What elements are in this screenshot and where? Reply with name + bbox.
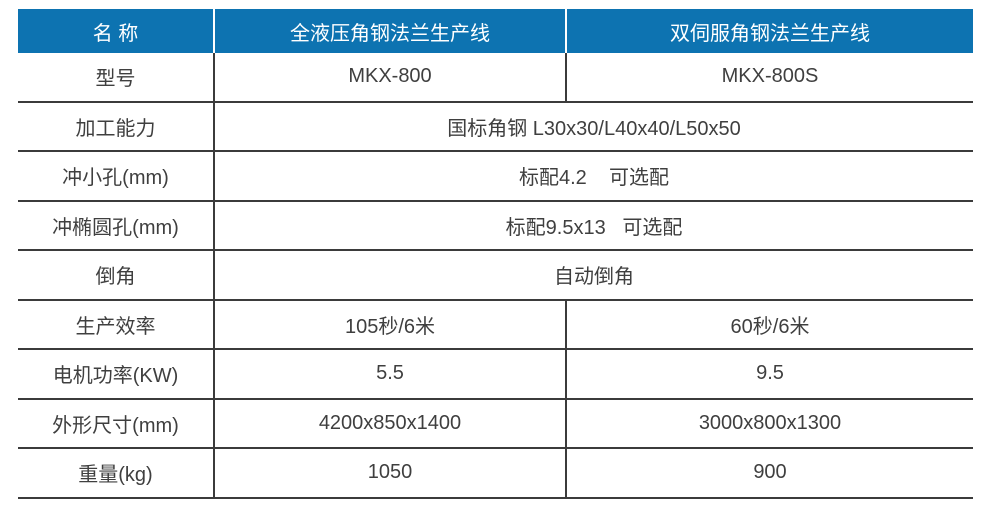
row-value-col2: 1050 bbox=[214, 447, 567, 499]
header-cell-hydraulic-line: 全液压角钢法兰生产线 bbox=[213, 9, 566, 53]
spec-table: 名 称 全液压角钢法兰生产线 双伺服角钢法兰生产线 型号 MKX-800 MKX… bbox=[18, 9, 973, 499]
table-row-dimensions: 外形尺寸(mm) 4200x850x1400 3000x800x1300 bbox=[18, 397, 973, 448]
table-row-efficiency: 生产效率 105秒/6米 60秒/6米 bbox=[18, 298, 973, 349]
row-value-merged: 标配4.2 可选配 bbox=[214, 150, 973, 201]
row-label: 电机功率(KW) bbox=[18, 348, 215, 399]
table-row-motor-power: 电机功率(KW) 5.5 9.5 bbox=[18, 348, 973, 399]
table-row-oval-hole: 冲椭圆孔(mm) 标配9.5x13 可选配 bbox=[18, 199, 973, 250]
row-value-col3: 900 bbox=[566, 447, 973, 499]
row-label: 重量(kg) bbox=[18, 447, 215, 499]
row-label: 生产效率 bbox=[18, 298, 215, 349]
row-value-col2: 4200x850x1400 bbox=[214, 397, 567, 448]
row-value-col3: MKX-800S bbox=[721, 65, 819, 88]
row-label: 冲小孔(mm) bbox=[18, 150, 215, 201]
row-label: 加工能力 bbox=[18, 100, 215, 151]
row-label: 外形尺寸(mm) bbox=[18, 397, 215, 448]
row-value-col2: MKX-800 bbox=[214, 53, 567, 102]
row-label: 冲椭圆孔(mm) bbox=[18, 199, 215, 250]
row-label: 型号 bbox=[18, 53, 215, 102]
row-value-col3: 60秒/6米 bbox=[566, 298, 973, 349]
row-value-col2: 105秒/6米 bbox=[214, 298, 567, 349]
table-row-capacity: 加工能力 国标角钢 L30x30/L40x40/L50x50 bbox=[18, 100, 973, 151]
row-value-merged: 国标角钢 L30x30/L40x40/L50x50 bbox=[214, 100, 973, 151]
table-row-model: 型号 MKX-800 MKX-800S bbox=[18, 53, 973, 102]
header-cell-servo-line: 双伺服角钢法兰生产线 bbox=[565, 9, 973, 53]
row-value-merged: 标配9.5x13 可选配 bbox=[214, 199, 973, 250]
row-value-merged: 自动倒角 bbox=[214, 249, 973, 300]
table-row-small-hole: 冲小孔(mm) 标配4.2 可选配 bbox=[18, 150, 973, 201]
table-row-chamfer: 倒角 自动倒角 bbox=[18, 249, 973, 300]
row-value-col3: 9.5 bbox=[566, 348, 973, 399]
row-label: 倒角 bbox=[18, 249, 215, 300]
table-row-weight: 重量(kg) 1050 900 bbox=[18, 447, 973, 499]
header-cell-name: 名 称 bbox=[18, 9, 214, 53]
row-value-col2: 5.5 bbox=[214, 348, 567, 399]
table-header-row: 名 称 全液压角钢法兰生产线 双伺服角钢法兰生产线 bbox=[18, 9, 973, 53]
row-value-col3: 3000x800x1300 bbox=[566, 397, 973, 448]
